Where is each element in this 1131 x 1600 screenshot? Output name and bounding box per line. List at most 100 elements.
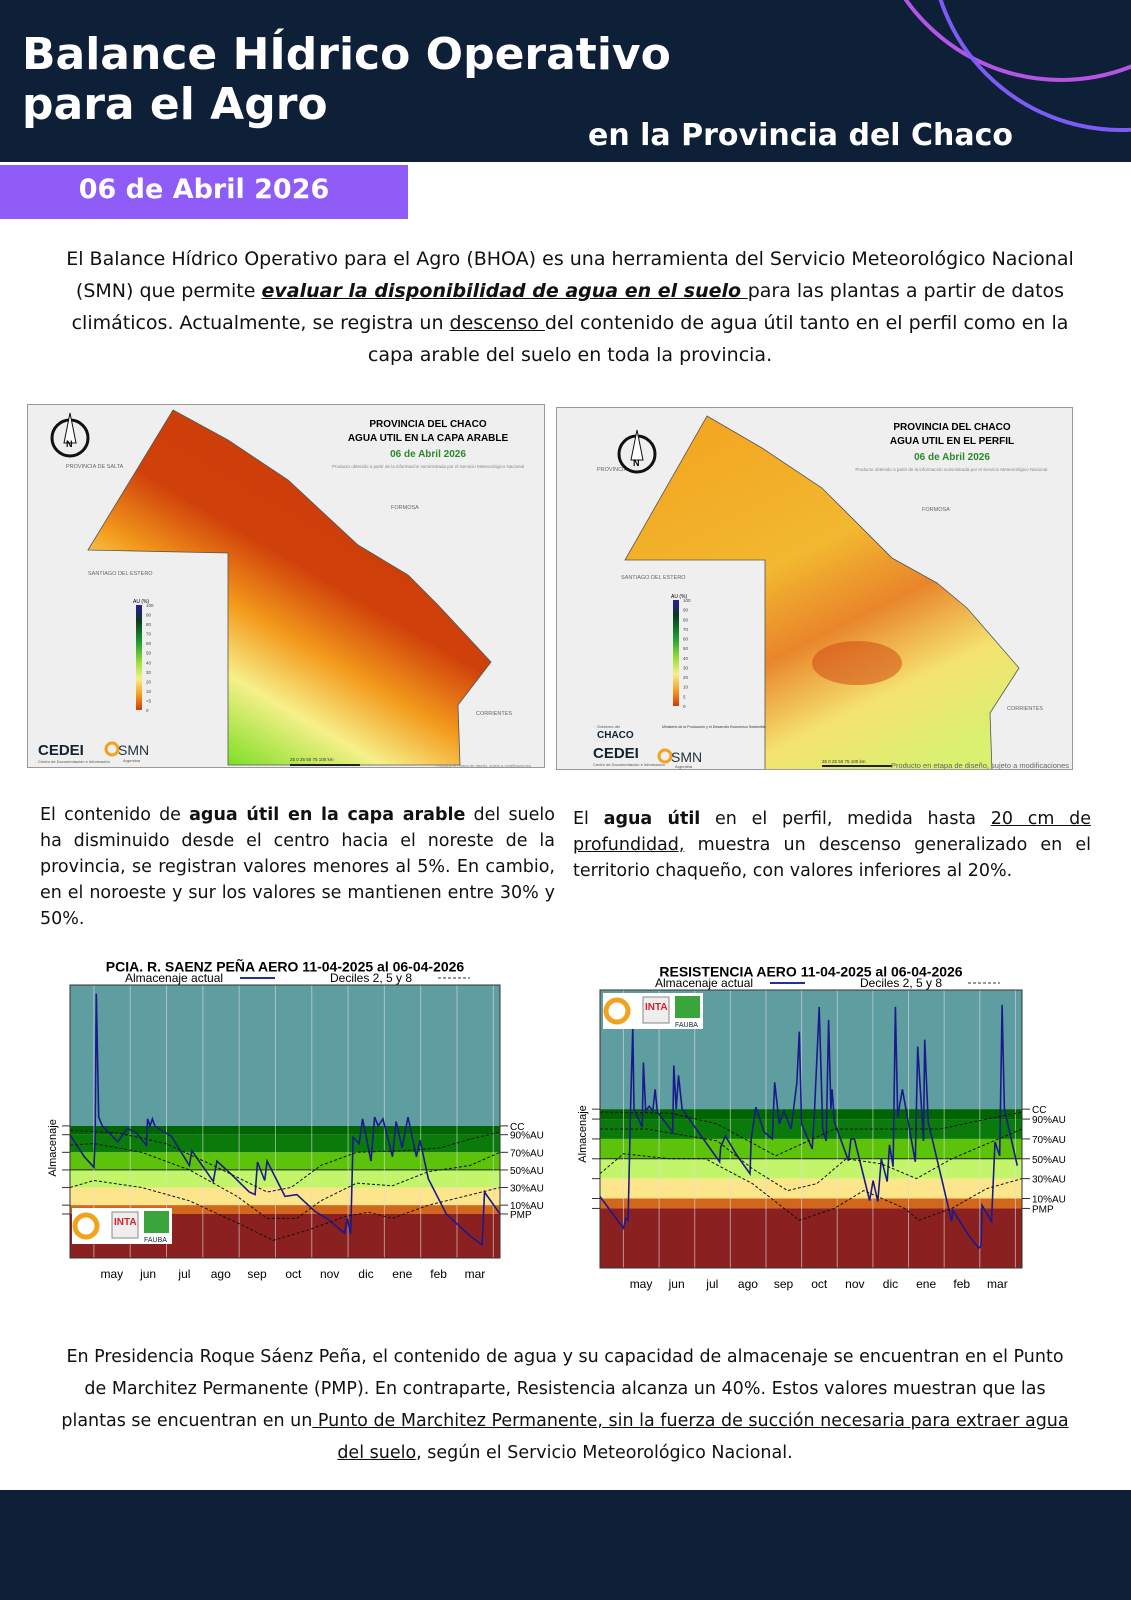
map-label: PROVINCIA DE SALTA [66,464,124,470]
y-level-label: CC [1032,1105,1046,1116]
band [70,1152,500,1170]
cedei-subtitle: Centro de Documentación e Información [38,759,110,764]
fauba-logo-icon [675,996,700,1018]
legend-label: Almacenaje actual [655,976,753,990]
chart-resistencia: RESISTENCIA AERO 11-04-2025 al 06-04-202… [577,963,1066,1291]
legend-tick: 100 [683,598,691,603]
x-tick-label: jun [139,1267,156,1281]
legend-label: Deciles 2, 5 y 8 [330,971,412,985]
y-level-label: 50%AU [510,1166,544,1177]
x-tick-label: nov [845,1277,864,1291]
legend-colorbar [136,605,142,710]
map-label: CORRIENTES [476,711,512,717]
y-level-label: 90%AU [510,1131,544,1142]
header: Balance HÍdrico Operativo para el Agro en… [0,0,1131,162]
legend-tick: 10 [146,689,152,694]
legend-tick: 5 [683,694,686,699]
band [70,985,500,1126]
plot-frame [599,989,1023,1269]
x-tick-label: feb [430,1267,447,1281]
x-tick-label: dic [358,1267,373,1281]
map-label: SANTIAGO DEL ESTERO [621,575,686,581]
map-capa-arable: PROVINCIA DE SALTA FORMOSA SANTIAGO DEL … [27,404,545,768]
legend-tick: 10 [683,685,689,690]
band [70,1134,500,1153]
legend-title: AU (%) [133,599,149,605]
legend-tick: 60 [683,637,689,642]
legend-tick: 20 [683,675,689,680]
x-tick-label: may [100,1267,123,1281]
page-title: Balance HÍdrico Operativo para el Agro [22,29,671,130]
x-tick-label: sep [774,1277,794,1291]
band [70,1205,500,1214]
series-decil [600,1128,1023,1192]
x-tick-label: nov [320,1267,339,1281]
map-title: AGUA UTIL EN LA CAPA ARABLE [348,433,509,444]
smn-logo: SMN [671,749,702,765]
map-note: Producto obtenido a partir de la informa… [855,467,1048,472]
y-level-label: 30%AU [510,1184,544,1195]
band [600,1138,1022,1159]
y-level-label: PMP [1032,1204,1054,1215]
cedei-subtitle: Centro de Documentación e Información [593,762,665,767]
legend-tick: 70 [683,627,689,632]
band [600,1158,1022,1179]
x-tick-label: ago [211,1267,231,1281]
series-decil [69,1129,501,1193]
x-tick-label: ene [916,1277,936,1291]
footer-band [0,1490,1131,1600]
x-tick-label: sep [247,1267,267,1281]
legend-tick: 20 [146,679,152,684]
page-subtitle: en la Provincia del Chaco [588,118,1014,153]
y-level-label: PMP [510,1210,532,1221]
series-decil [69,1142,501,1219]
series-decil [599,1111,1023,1157]
fauba-logo-text: FAUBA [675,1022,698,1029]
band [70,1169,500,1188]
x-tick-label: jul [705,1277,718,1291]
svg-text:N: N [66,439,73,449]
map-disclaimer: Producto en etapa de diseño, sujeto a mo… [436,763,531,768]
map-disclaimer: Producto en etapa de diseño, sujeto a mo… [891,761,1069,770]
smn-logo-icon [104,741,120,757]
band [600,1178,1022,1199]
series-decil [599,1153,1023,1221]
x-tick-label: jul [177,1267,190,1281]
y-level-label: 30%AU [1032,1175,1066,1186]
map-label: CORRIENTES [1007,706,1043,712]
map-label: FORMOSA [922,507,950,513]
x-tick-label: mar [987,1277,1008,1291]
x-tick-label: oct [811,1277,828,1291]
legend-tick: 30 [146,670,152,675]
x-tick-label: jun [668,1277,685,1291]
map-title: PROVINCIA DEL CHACO [893,422,1010,433]
north-compass-icon: N [617,429,657,474]
map-date: 06 de Abril 2026 [914,452,990,463]
conclusion-paragraph: En Presidencia Roque Sáenz Peña, el cont… [61,1347,1069,1463]
x-tick-label: ene [392,1267,412,1281]
map-label: PROVINCIA [597,467,628,473]
smn-logo-icon [603,997,631,1025]
ministerio-label: Ministerio de la Producción y el Desarro… [662,725,766,729]
legend-tick: 100 [146,603,154,608]
x-tick-label: ago [738,1277,758,1291]
y-level-label: 70%AU [510,1148,544,1159]
province-map-shape [624,415,1020,769]
fauba-logo-icon [144,1211,169,1233]
y-level-label: 90%AU [1032,1115,1066,1126]
smn-logo-icon [657,748,673,764]
smn-subtitle: Argentina [675,764,693,769]
band [600,1208,1022,1268]
legend-tick: 0 [683,704,686,709]
series-almacenaje [69,993,501,1247]
gobierno-label: Gobierno del [597,724,620,729]
legend-tick: <5 [146,698,152,703]
inta-logo-text: INTA [645,1002,668,1013]
gobierno-chaco-logo: CHACO [597,730,634,741]
band [600,1119,1022,1139]
legend-tick: 40 [683,656,689,661]
plot-frame [69,984,501,1259]
y-level-label: CC [510,1122,524,1133]
inta-logo-icon [642,996,670,1024]
map-note: Producto obtenido a partir de la informa… [332,464,524,469]
